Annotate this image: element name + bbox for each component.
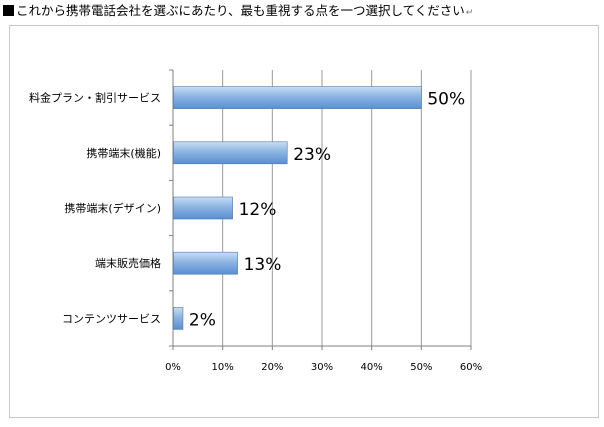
category-label-3: 端末販売価格 <box>95 256 161 270</box>
value-label-3: 13% <box>244 255 282 275</box>
bar-4 <box>173 307 184 330</box>
axis-layer <box>169 69 472 350</box>
paragraph-return-mark: ↵ <box>465 8 474 18</box>
bar-1 <box>173 141 288 165</box>
category-label-4: コンテンツサービス <box>62 312 161 325</box>
category-label-2: 携帯端末(デザイン) <box>64 201 161 215</box>
chart-question-title: これから携帯電話会社を選ぶにあたり、最も重視する点を一つ選択してください↵ <box>16 2 473 22</box>
x-tick-label-6: 60% <box>460 362 482 373</box>
category-label-1: 携帯端末(機能) <box>86 146 161 160</box>
x-tick-label-4: 40% <box>361 362 383 373</box>
x-tick-label-0: 0% <box>165 362 181 373</box>
x-tick-label-2: 20% <box>261 362 283 373</box>
black-square-icon <box>3 5 14 16</box>
grid-layer <box>222 70 472 346</box>
value-label-2: 12% <box>239 200 277 220</box>
bar-0 <box>173 86 422 109</box>
value-label-0: 50% <box>427 90 465 110</box>
x-tick-label-3: 30% <box>311 362 333 373</box>
x-tick-label-1: 10% <box>212 362 234 373</box>
value-label-4: 2% <box>189 310 216 330</box>
category-label-0: 料金プラン・割引サービス <box>29 91 161 105</box>
x-tick-label-5: 50% <box>410 362 432 373</box>
bar-2 <box>173 196 233 220</box>
value-label-1: 23% <box>293 145 331 165</box>
label-layer: 0% 10% 20% 30% 40% 50% 60% 料金プラン・割引サービス 50% 携帯端末(… <box>29 90 482 373</box>
bar-3 <box>173 251 238 275</box>
bar-layer <box>173 86 422 330</box>
question-text: これから携帯電話会社を選ぶにあたり、最も重視する点を一つ選択してください <box>16 3 465 18</box>
